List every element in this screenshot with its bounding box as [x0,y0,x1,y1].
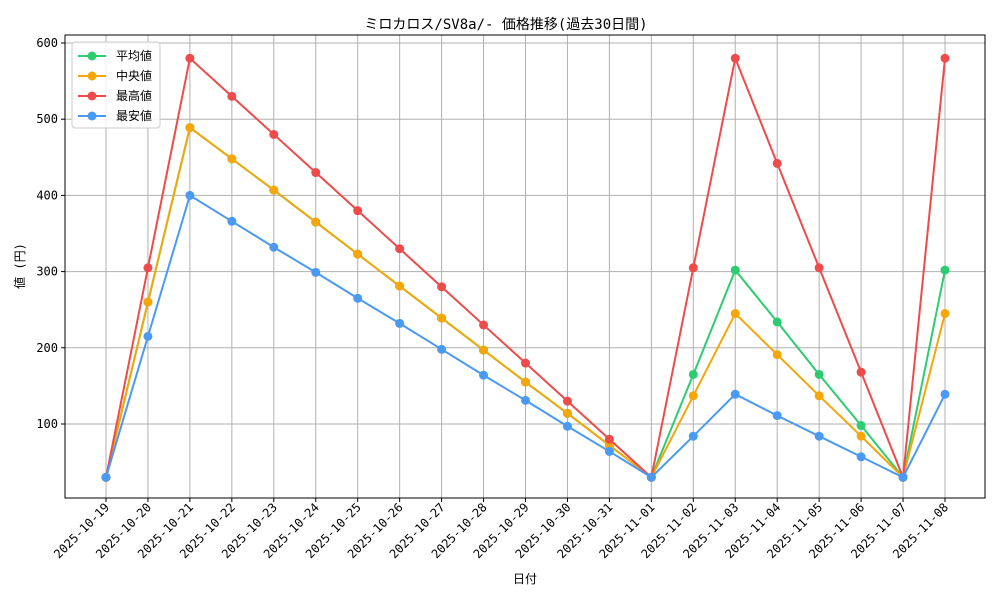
data-point [688,431,698,441]
y-tick-label: 200 [36,341,58,355]
data-point [353,206,363,216]
data-point [479,345,489,355]
data-point [940,389,950,399]
y-axis: 100 200 300 400 500 600 [36,36,65,431]
data-point [898,472,908,482]
y-axis-label: 値 (円) [12,243,27,289]
data-point [395,318,405,328]
legend-label: 最高値 [116,88,152,103]
data-point [772,411,782,421]
data-point [646,472,656,482]
data-point [143,297,153,307]
x-axis: 2025-10-192025-10-202025-10-212025-10-22… [51,498,951,561]
legend-marker [87,91,97,101]
data-point [688,369,698,379]
data-point [772,158,782,168]
data-point [604,434,614,444]
data-point [730,389,740,399]
data-point [730,265,740,275]
data-point [395,281,405,291]
y-tick-label: 600 [36,36,58,50]
data-point [688,263,698,273]
data-point [227,154,237,164]
legend-label: 平均値 [116,48,152,63]
legend-item: 最安値 [78,108,152,123]
y-tick-label: 500 [36,112,58,126]
data-point [269,185,279,195]
data-point [479,320,489,330]
chart-title: ミロカロス/SV8a/- 価格推移(過去30日間) [364,17,647,33]
data-point [604,446,614,456]
series-3 [101,190,950,482]
data-point [814,263,824,273]
y-tick-label: 100 [36,417,58,431]
legend-marker [87,111,97,121]
data-point [311,168,321,178]
data-point [437,313,447,323]
data-point [772,317,782,327]
data-point [185,53,195,63]
data-point [269,129,279,139]
data-point [521,395,530,405]
legend-item: 最高値 [78,88,152,103]
data-point [437,282,447,292]
data-point [856,452,866,462]
data-point [856,421,866,431]
data-point [772,350,782,360]
data-point [730,309,740,319]
legend-marker [87,71,97,81]
data-point [395,244,405,254]
legend-item: 中央値 [78,68,152,83]
data-point [940,309,950,319]
data-point [940,53,950,63]
data-point [562,396,572,406]
legend-label: 中央値 [116,68,152,83]
data-point [269,242,279,252]
legend-label: 最安値 [116,108,152,123]
legend-box [71,41,161,129]
data-point [940,265,950,275]
data-point [185,190,195,200]
data-point [353,293,363,303]
data-point [185,123,195,133]
data-point [814,391,824,401]
legend-item: 平均値 [78,48,152,63]
data-point [521,377,530,387]
data-point [143,331,153,341]
data-point [814,369,824,379]
data-point [562,408,572,418]
data-point [521,358,530,368]
x-axis-label: 日付 [513,572,537,586]
data-point [814,431,824,441]
data-point [227,216,237,226]
y-tick-label: 300 [36,265,58,279]
data-point [437,344,447,354]
data-point [101,472,111,482]
data-point [143,263,153,273]
legend-marker [87,51,97,61]
data-point [353,249,363,259]
data-point [479,370,489,380]
y-tick-label: 400 [36,188,58,202]
data-point [688,391,698,401]
data-point [227,91,237,101]
data-point [311,217,321,227]
series-group [101,53,950,482]
data-point [856,367,866,377]
data-point [562,421,572,431]
data-point [856,431,866,441]
data-point [311,267,321,277]
data-point [730,53,740,63]
